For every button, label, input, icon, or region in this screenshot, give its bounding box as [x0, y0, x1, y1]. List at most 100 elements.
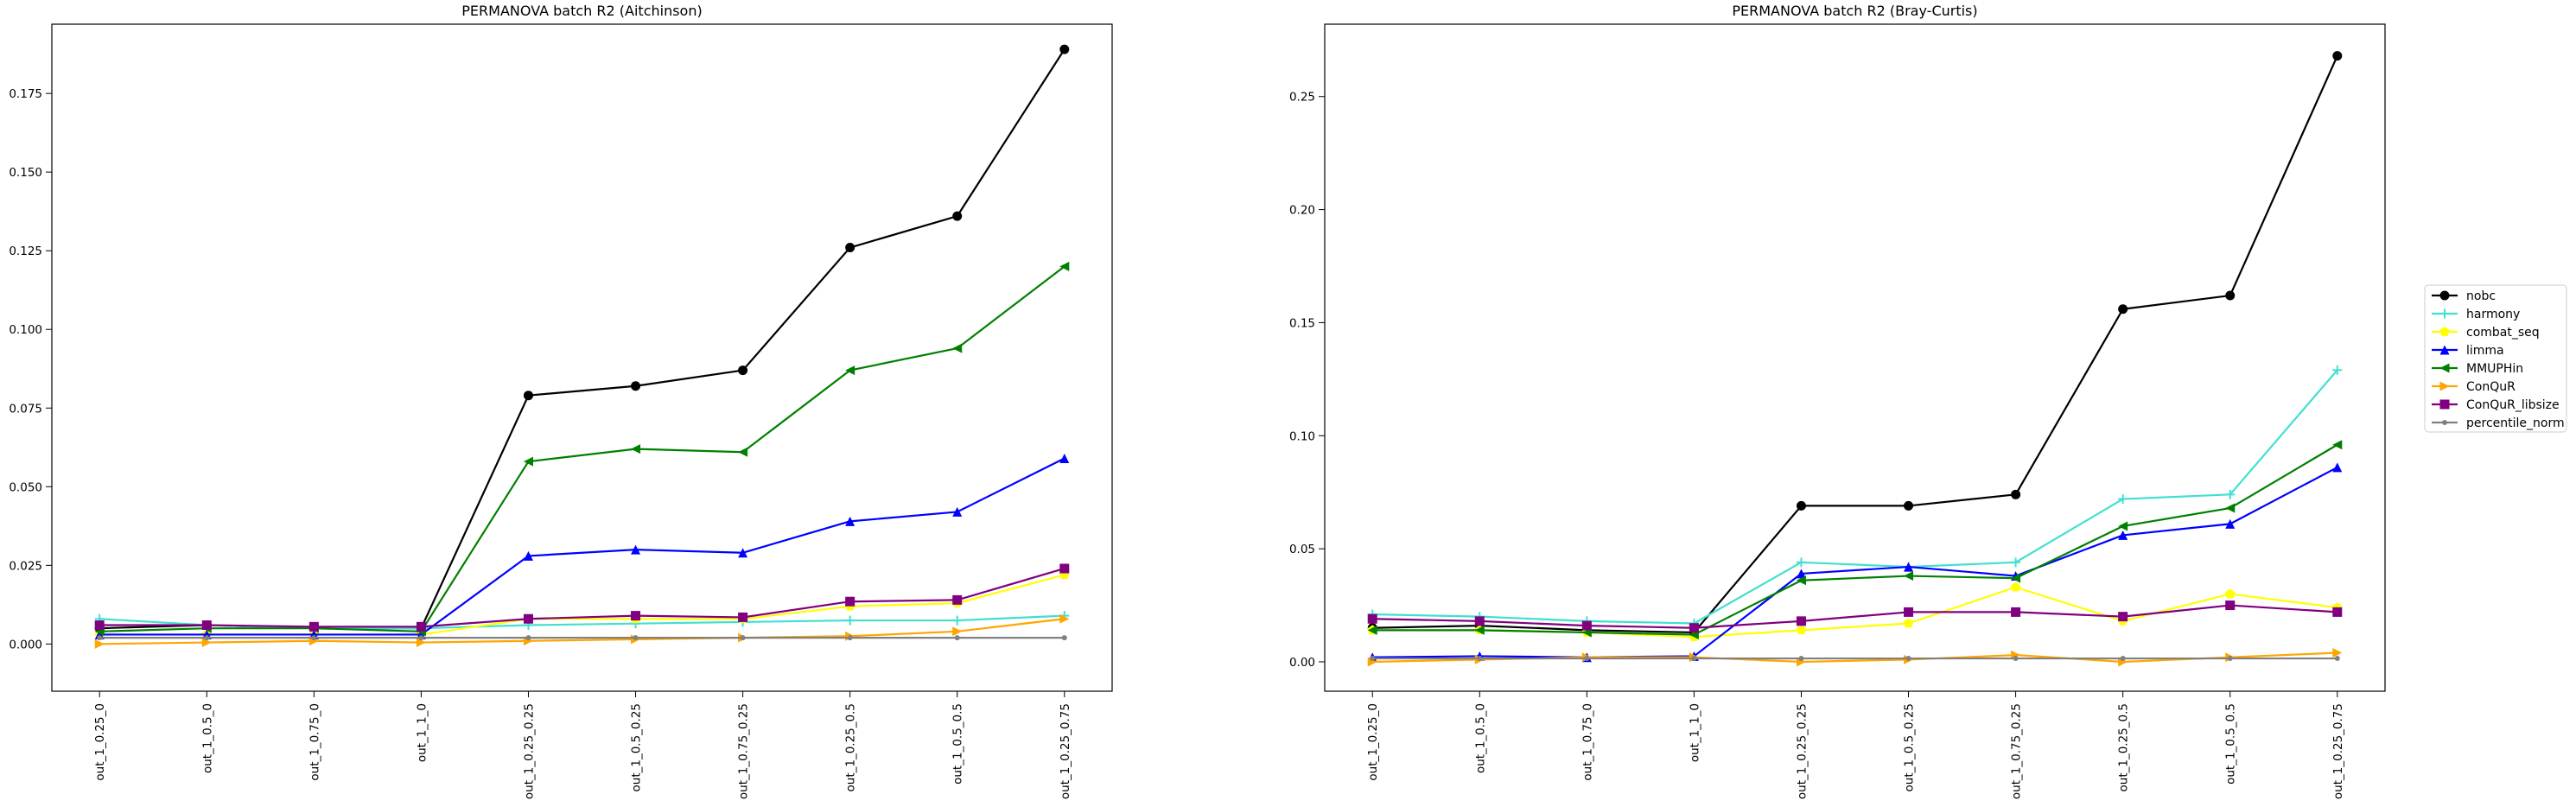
- series-limma: [94, 454, 1070, 639]
- data-point: [952, 506, 963, 517]
- data-point: [1059, 563, 1070, 574]
- y-tick-label: 0.150: [9, 166, 42, 180]
- legend-label: percentile_norm: [2466, 416, 2565, 430]
- legend-marker: [2439, 308, 2450, 319]
- data-point: [1059, 44, 1070, 54]
- series-percentile_norm: [1370, 656, 2340, 662]
- series-line: [99, 457, 1065, 636]
- legend-label: MMUPHin: [2466, 362, 2523, 376]
- y-tick-label: 0.100: [9, 323, 42, 337]
- data-point: [2224, 588, 2236, 599]
- data-point: [2227, 656, 2233, 662]
- data-point: [738, 447, 748, 457]
- data-point: [1796, 616, 1806, 626]
- x-tick-label: out_1_0.25_0.25: [1795, 703, 1809, 799]
- legend-label: ConQuR: [2466, 380, 2516, 394]
- y-tick-label: 0.175: [9, 87, 42, 101]
- x-tick-label: out_1_1_0: [1688, 703, 1701, 762]
- data-point: [1796, 575, 1806, 586]
- x-tick-label: out_1_0.75_0: [1581, 703, 1594, 781]
- data-point: [201, 620, 212, 631]
- data-point: [845, 516, 855, 526]
- data-point: [308, 621, 319, 632]
- legend-marker: [2439, 363, 2450, 373]
- data-point: [1796, 557, 1806, 568]
- data-point: [1904, 607, 1914, 617]
- data-point: [1904, 571, 1914, 581]
- data-point: [1367, 613, 1377, 624]
- data-point: [204, 635, 210, 641]
- y-tick-label: 0.075: [9, 402, 42, 416]
- data-point: [2011, 489, 2021, 499]
- data-point: [2332, 51, 2343, 61]
- data-point: [845, 243, 855, 253]
- data-point: [845, 596, 855, 607]
- data-point: [416, 621, 426, 632]
- data-point: [2011, 557, 2021, 568]
- x-tick-label: out_1_0.5_0.5: [2224, 703, 2238, 785]
- legend-frame: [2424, 284, 2567, 433]
- y-tick-label: 0.000: [9, 638, 42, 651]
- legend-label: nobc: [2466, 289, 2496, 303]
- x-tick-label: out_1_1_0: [415, 703, 429, 762]
- legend-marker: [2439, 381, 2450, 391]
- data-point: [631, 444, 641, 454]
- data-point: [1059, 261, 1070, 271]
- plot-frame: [51, 23, 1113, 692]
- series-ConQuR_libsize: [94, 563, 1070, 632]
- data-point: [2332, 648, 2343, 658]
- data-point: [523, 456, 533, 467]
- data-point: [1477, 656, 1483, 662]
- data-point: [2332, 607, 2343, 617]
- data-point: [2332, 440, 2343, 450]
- data-point: [738, 365, 748, 376]
- series-nobc: [94, 44, 1070, 633]
- series-line: [1372, 55, 2338, 634]
- data-point: [952, 211, 963, 221]
- data-point: [845, 365, 855, 376]
- legend-label: harmony: [2466, 308, 2520, 321]
- y-tick-label: 0.050: [9, 480, 42, 494]
- data-point: [2225, 489, 2236, 499]
- data-point: [1905, 656, 1911, 662]
- x-tick-label: out_1_0.5_0.5: [951, 703, 965, 785]
- data-point: [1691, 656, 1697, 662]
- data-point: [2332, 365, 2343, 375]
- data-point: [2225, 518, 2236, 529]
- data-point: [201, 638, 212, 648]
- data-point: [1903, 618, 1914, 628]
- x-tick-label: out_1_0.25_0.5: [844, 703, 858, 791]
- data-point: [2118, 304, 2128, 315]
- data-point: [952, 594, 963, 605]
- data-point: [633, 635, 639, 641]
- x-tick-label: out_1_0.25_0.75: [2331, 703, 2345, 799]
- data-point: [952, 615, 963, 626]
- chart-title: PERMANOVA batch R2 (Aitchinson): [461, 3, 702, 19]
- data-point: [525, 635, 531, 641]
- data-point: [2334, 656, 2340, 662]
- series-line: [99, 265, 1065, 632]
- series-line: [99, 567, 1065, 628]
- series-percentile_norm: [97, 635, 1067, 641]
- data-point: [740, 635, 746, 641]
- legend-label: combat_seq: [2466, 326, 2540, 340]
- series-line: [99, 618, 1065, 645]
- data-point: [631, 544, 641, 555]
- legend-marker: [2442, 420, 2447, 425]
- y-tick-label: 0.025: [9, 559, 42, 573]
- legend-marker: [2439, 290, 2450, 301]
- legend-marker: [2439, 345, 2450, 355]
- data-point: [1474, 616, 1485, 626]
- data-point: [416, 638, 426, 648]
- data-point: [1689, 623, 1699, 633]
- y-tick-label: 0.20: [1289, 204, 1315, 218]
- series-MMUPHin: [94, 261, 1070, 637]
- x-tick-label: out_1_0.25_0: [1366, 703, 1380, 781]
- y-tick-label: 0.00: [1289, 656, 1315, 670]
- legend-label: limma: [2466, 344, 2504, 358]
- data-point: [2010, 581, 2021, 592]
- x-tick-label: out_1_0.75_0: [308, 703, 321, 781]
- data-point: [952, 343, 963, 353]
